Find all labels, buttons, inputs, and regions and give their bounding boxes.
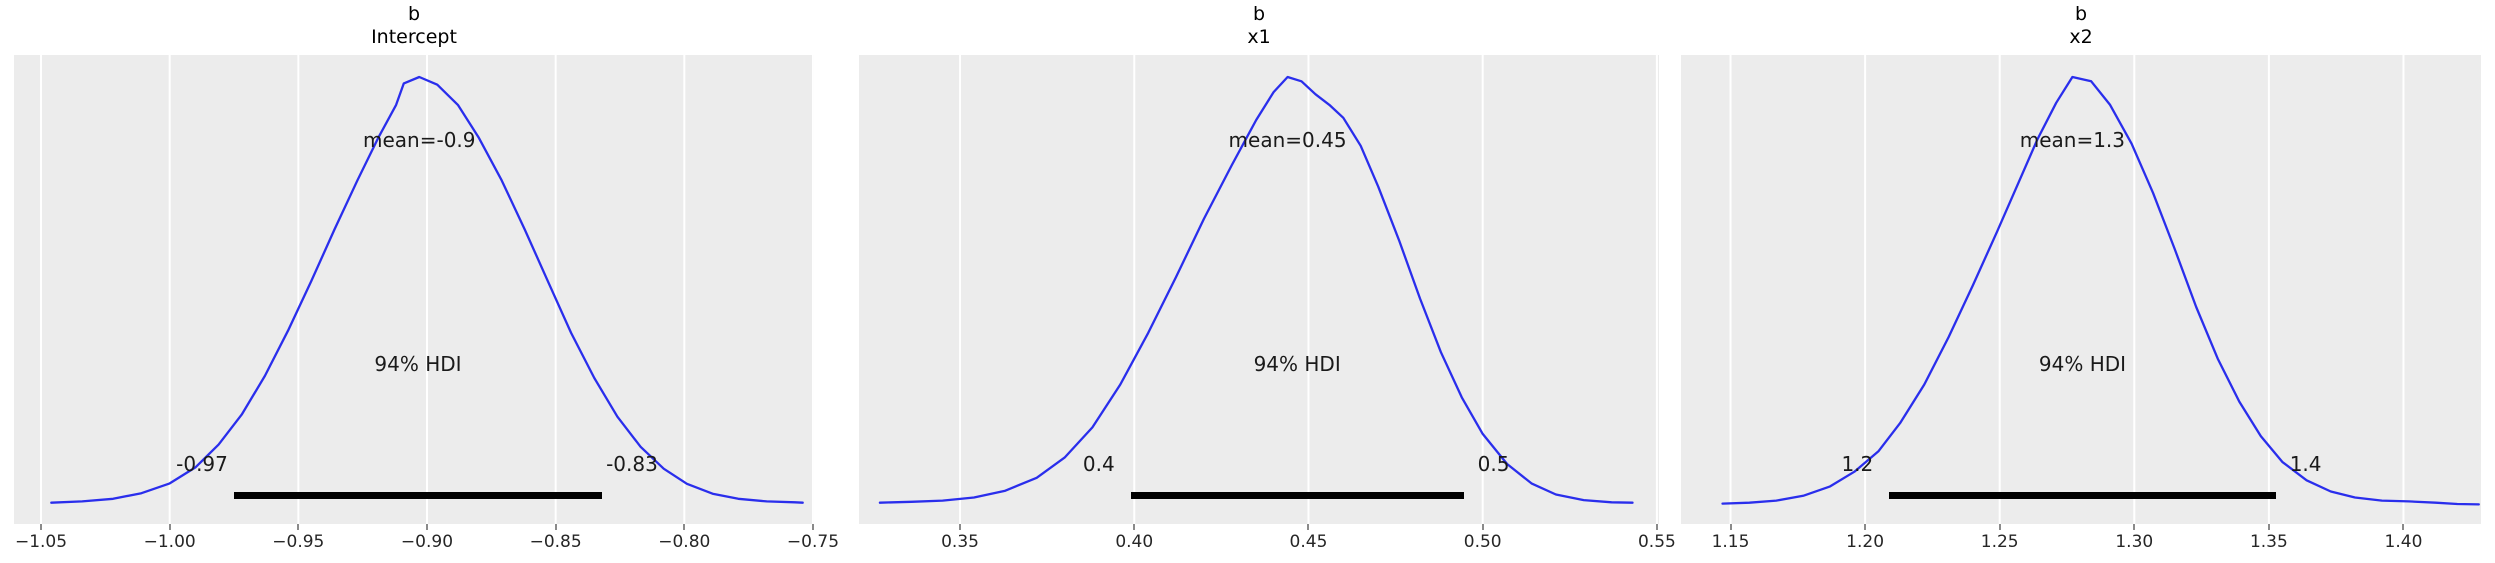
panel-title-line2: x1 xyxy=(1247,26,1271,48)
kde-curve-svg xyxy=(1721,55,2480,524)
plot-area: mean=1.3 94% HDI 1.2 1.4 xyxy=(1681,55,2481,524)
x-tick-mark xyxy=(1655,524,1658,530)
hdi-label: 94% HDI xyxy=(1253,352,1341,376)
x-tick-mark xyxy=(2133,524,2136,530)
x-tick-label: 1.25 xyxy=(1980,532,2019,552)
plot-area: mean=-0.9 94% HDI -0.97 -0.83 xyxy=(14,55,814,524)
hdi-low-label: 1.2 xyxy=(1841,452,1874,476)
panel-title-line1: b xyxy=(1252,3,1266,25)
panel-title-line2: Intercept xyxy=(371,26,457,48)
x-tick-mark xyxy=(1133,524,1136,530)
x-tick-mark xyxy=(1307,524,1310,530)
x-tick-mark xyxy=(1729,524,1732,530)
mean-label: mean=0.45 xyxy=(1228,128,1347,152)
mean-label: mean=1.3 xyxy=(2019,128,2126,152)
panel-b-x1: b x1 mean=0.45 94% HDI 0.4 0.5 0.35 0.40 0… xyxy=(859,0,1676,563)
kde-curve xyxy=(50,75,804,504)
panel-b-intercept: b Intercept mean=-0.9 94% HDI -0.97 -0.8… xyxy=(14,0,839,563)
hdi-bar xyxy=(1889,492,2276,499)
x-tick-label: 0.40 xyxy=(1115,532,1154,552)
x-tick-mark xyxy=(1481,524,1484,530)
x-tick-label: −0.90 xyxy=(400,532,454,552)
hdi-bar xyxy=(1130,492,1464,499)
x-tick-mark xyxy=(2267,524,2270,530)
mean-label: mean=-0.9 xyxy=(363,128,476,152)
hdi-high-label: 1.4 xyxy=(2289,452,2322,476)
x-tick-mark xyxy=(959,524,962,530)
hdi-low-label: 0.4 xyxy=(1082,452,1115,476)
x-tick-label: 1.40 xyxy=(2384,532,2423,552)
x-tick-label: 1.30 xyxy=(2115,532,2154,552)
x-axis: −1.05 −1.00 −0.95 −0.90 −0.85 −0.80 −0.75 xyxy=(14,524,839,563)
x-tick-mark xyxy=(297,524,300,530)
kde-curve xyxy=(878,75,1634,504)
x-tick-label: 1.20 xyxy=(1846,532,1885,552)
panel-b-x2: b x2 mean=1.3 94% HDI 1.2 1.4 1.15 1.20 1.… xyxy=(1681,0,2481,563)
kde-curve-svg xyxy=(878,55,1658,524)
hdi-label: 94% HDI xyxy=(2038,352,2127,376)
hdi-high-label: -0.83 xyxy=(606,452,658,476)
x-tick-mark xyxy=(2402,524,2405,530)
panel-title-line1: b xyxy=(407,3,421,25)
x-tick-label: 0.45 xyxy=(1289,532,1328,552)
x-tick-label: 1.15 xyxy=(1711,532,1750,552)
x-tick-mark xyxy=(40,524,43,530)
x-axis: 1.15 1.20 1.25 1.30 1.35 1.40 xyxy=(1681,524,2481,563)
hdi-bar xyxy=(234,492,602,499)
x-tick-label: −0.80 xyxy=(658,532,711,552)
panel-title-line1: b xyxy=(2074,3,2088,25)
panel-title: b x2 xyxy=(1681,3,2481,49)
x-tick-mark xyxy=(168,524,171,530)
x-tick-label: −0.75 xyxy=(786,532,840,552)
hdi-label: 94% HDI xyxy=(374,352,462,376)
x-tick-mark xyxy=(1864,524,1867,530)
x-tick-label: 0.50 xyxy=(1463,532,1502,552)
panel-title: b Intercept xyxy=(14,3,814,49)
x-tick-mark xyxy=(811,524,814,530)
panel-title: b x1 xyxy=(859,3,1659,49)
x-tick-mark xyxy=(683,524,686,530)
x-tick-label: −0.95 xyxy=(272,532,325,552)
hdi-high-label: 0.5 xyxy=(1477,452,1510,476)
kde-curve xyxy=(1721,75,2480,506)
kde-curve-svg xyxy=(40,55,814,524)
x-tick-label: 0.55 xyxy=(1637,532,1676,552)
x-tick-label: −1.05 xyxy=(14,532,68,552)
x-tick-mark xyxy=(554,524,557,530)
panel-title-line2: x2 xyxy=(2069,26,2093,48)
x-tick-label: −0.85 xyxy=(529,532,582,552)
x-tick-mark xyxy=(1998,524,2001,530)
x-tick-label: 0.35 xyxy=(941,532,979,552)
plot-area: mean=0.45 94% HDI 0.4 0.5 xyxy=(859,55,1659,524)
hdi-low-label: -0.97 xyxy=(176,452,228,476)
x-tick-label: −1.00 xyxy=(143,532,196,552)
x-axis: 0.35 0.40 0.45 0.50 0.55 xyxy=(859,524,1676,563)
x-tick-label: 1.35 xyxy=(2249,532,2288,552)
x-tick-mark xyxy=(425,524,428,530)
